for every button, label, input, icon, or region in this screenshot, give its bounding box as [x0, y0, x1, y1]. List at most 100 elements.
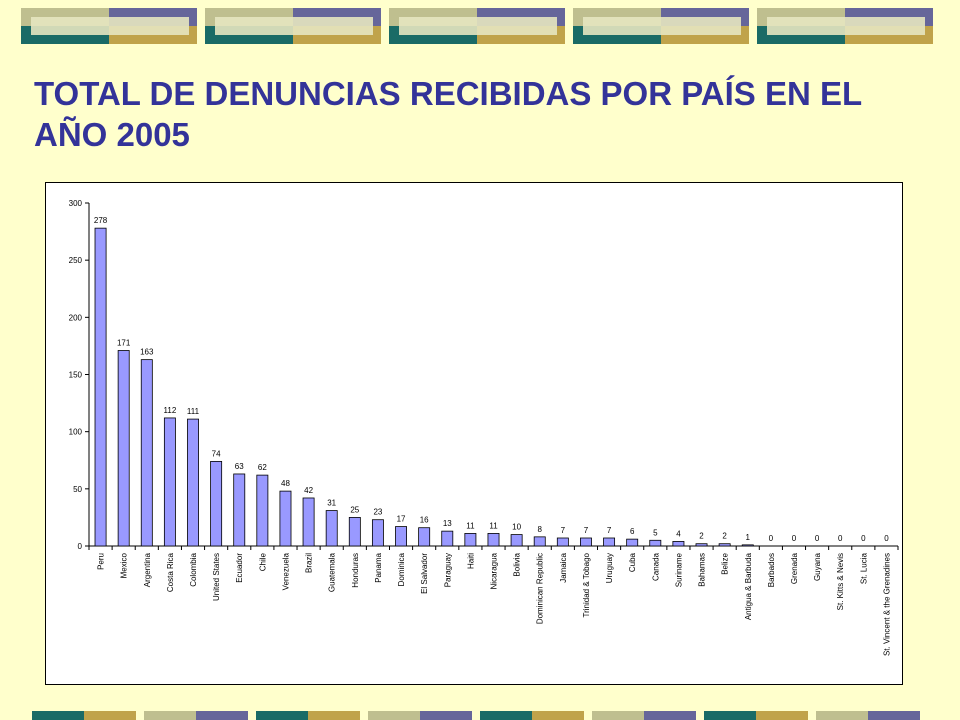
bar-venezuela — [279, 490, 292, 547]
y-tick-label: 200 — [69, 313, 83, 322]
bar-belize — [718, 543, 731, 547]
x-tick-label: Nicaragua — [490, 552, 499, 589]
bar-bolivia — [510, 534, 523, 547]
data-label: 278 — [94, 216, 108, 225]
bar-ecuador — [233, 473, 246, 547]
data-label: 7 — [607, 526, 612, 535]
decor-segment — [368, 711, 420, 720]
x-tick-label: Bolivia — [513, 552, 522, 576]
x-tick-label: Uruguay — [605, 553, 614, 583]
data-label: 11 — [466, 521, 475, 530]
bar-panama — [371, 519, 384, 547]
bar-united-states — [210, 460, 223, 547]
x-tick-label: Haiti — [466, 553, 475, 569]
x-tick-label: Dominican Republic — [536, 553, 545, 624]
bar-dominica — [395, 526, 407, 547]
data-label: 31 — [327, 499, 336, 508]
x-tick-label: El Salvador — [420, 553, 429, 594]
data-label: 74 — [212, 449, 221, 458]
top-decorative-band — [21, 8, 933, 44]
x-tick-label: Chile — [258, 552, 267, 571]
data-label: 0 — [815, 534, 820, 543]
bar-colombia — [187, 418, 199, 547]
decor-block — [389, 8, 565, 44]
data-label: 0 — [884, 534, 889, 543]
bar-honduras — [348, 517, 361, 547]
data-label: 0 — [769, 534, 774, 543]
decor-segment — [32, 711, 84, 720]
decor-segment — [420, 711, 472, 720]
decor-segment — [644, 711, 696, 720]
bar-trinidad-tobago — [580, 537, 592, 547]
x-tick-label: Cuba — [628, 552, 637, 572]
bar-guatemala — [325, 510, 338, 547]
data-label: 16 — [420, 516, 429, 525]
bar-uruguay — [603, 537, 616, 547]
y-tick-label: 250 — [69, 256, 83, 265]
x-tick-label: Suriname — [674, 552, 683, 587]
x-tick-label: Canada — [651, 552, 660, 581]
bar-brazil — [302, 497, 315, 547]
bar-mexico — [117, 350, 130, 547]
data-label: 13 — [443, 519, 452, 528]
y-tick-label: 150 — [69, 371, 83, 380]
x-tick-label: Brazil — [305, 553, 314, 573]
bar-haiti — [464, 533, 477, 547]
bar-dominican-republic — [533, 536, 546, 547]
bar-bahamas — [695, 543, 708, 547]
data-label: 111 — [187, 407, 200, 416]
data-label: 7 — [584, 526, 589, 535]
bar-chart-svg: 050100150200250300278Peru171Mexico163Arg… — [69, 199, 899, 656]
decor-segment — [816, 711, 868, 720]
x-tick-label: Colombia — [189, 552, 198, 586]
data-label: 63 — [235, 462, 244, 471]
bar-antigua-barbuda — [741, 544, 754, 547]
data-label: 0 — [792, 534, 797, 543]
x-tick-label: Argentina — [143, 552, 152, 587]
x-tick-label: Barbados — [767, 553, 776, 587]
data-label: 7 — [561, 526, 566, 535]
data-label: 171 — [117, 338, 131, 347]
y-tick-label: 100 — [69, 428, 83, 437]
x-tick-label: St. Kitts & Nevis — [836, 553, 845, 610]
data-label: 0 — [838, 534, 843, 543]
data-label: 163 — [140, 348, 154, 357]
bar-el-salvador — [418, 527, 431, 547]
data-label: 2 — [722, 532, 727, 541]
data-label: 23 — [373, 508, 382, 517]
x-tick-label: Grenada — [790, 552, 799, 584]
data-label: 11 — [489, 521, 498, 530]
bar-chile — [256, 474, 269, 547]
decor-segment — [704, 711, 756, 720]
decor-segment — [532, 711, 584, 720]
x-tick-label: Ecuador — [235, 553, 244, 583]
bar-argentina — [140, 359, 153, 547]
x-tick-label: Jamaica — [559, 552, 568, 582]
decor-block — [757, 8, 933, 44]
x-tick-label: Costa Rica — [166, 552, 175, 592]
data-label: 17 — [397, 515, 406, 524]
x-tick-label: St. Vincent & the Grenadines — [882, 553, 891, 656]
data-label: 2 — [699, 532, 704, 541]
bottom-decorative-band — [32, 711, 920, 720]
bar-nicaragua — [487, 533, 500, 547]
slide-title: TOTAL DE DENUNCIAS RECIBIDAS POR PAÍS EN… — [34, 75, 862, 153]
decor-segment — [256, 711, 308, 720]
x-tick-label: Honduras — [351, 553, 360, 588]
x-tick-label: Antigua & Barbuda — [744, 552, 753, 620]
decor-segment — [756, 711, 808, 720]
data-label: 1 — [746, 533, 751, 542]
data-label: 112 — [164, 406, 177, 415]
data-label: 0 — [861, 534, 866, 543]
decor-block — [573, 8, 749, 44]
x-tick-label: Guyana — [813, 552, 822, 581]
decor-segment — [480, 711, 532, 720]
x-tick-label: Guatemala — [328, 552, 337, 592]
x-tick-label: Dominica — [397, 552, 406, 586]
bar-chart: 0 50 100 150 200 250 300 278 Peru 171 Mexico 163 Arg… — [45, 182, 903, 685]
x-tick-label: Mexico — [120, 552, 129, 578]
decor-segment — [868, 711, 920, 720]
bar-cuba — [626, 538, 639, 547]
data-label: 48 — [281, 479, 290, 488]
x-tick-label: Paraguay — [443, 553, 452, 587]
